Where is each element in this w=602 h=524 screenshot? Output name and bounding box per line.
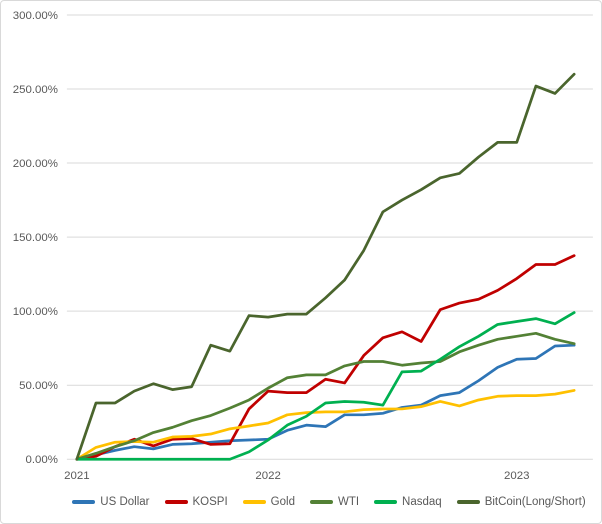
legend-item: Nasdaq [374, 496, 442, 508]
legend-label: Nasdaq [402, 496, 442, 508]
legend-swatch-icon [309, 500, 333, 504]
series-line-gold [75, 389, 576, 461]
legend-swatch-icon [164, 500, 188, 504]
legend: US Dollar KOSPI Gold WTI Nasdaq BitCoin(Long/… [1, 493, 601, 511]
legend-item: Gold [242, 496, 295, 508]
y-tick-label: 0.00% [25, 454, 57, 466]
y-tick-label: 100.00% [13, 306, 58, 318]
y-tick-label: 200.00% [13, 158, 58, 170]
y-tick-label: 150.00% [13, 232, 58, 244]
legend-swatch-icon [242, 500, 266, 504]
series-line-nasdaq [75, 311, 576, 461]
legend-swatch-icon [72, 500, 96, 504]
legend-label: WTI [337, 496, 360, 508]
legend-label: Gold [270, 496, 295, 508]
legend-item: KOSPI [164, 496, 228, 508]
series-line-wti [75, 331, 576, 461]
x-tick-label: 2022 [255, 470, 280, 482]
y-tick-label: 50.00% [19, 380, 58, 392]
legend-item: BitCoin(Long/Short) [456, 496, 586, 508]
legend-swatch-icon [374, 500, 398, 504]
legend-item: WTI [309, 496, 360, 508]
x-tick-label: 2021 [64, 470, 89, 482]
legend-label: KOSPI [192, 496, 228, 508]
y-tick-label: 300.00% [13, 10, 58, 22]
series-line-bitcoin-long-short- [75, 72, 576, 461]
series-line-kospi [75, 254, 576, 461]
legend-swatch-icon [456, 500, 480, 504]
legend-item: US Dollar [72, 496, 150, 508]
series-line-us-dollar [75, 343, 576, 461]
y-tick-label: 250.00% [13, 84, 58, 96]
legend-label: US Dollar [100, 496, 150, 508]
legend-label: BitCoin(Long/Short) [484, 496, 586, 508]
x-tick-label: 2023 [504, 470, 529, 482]
